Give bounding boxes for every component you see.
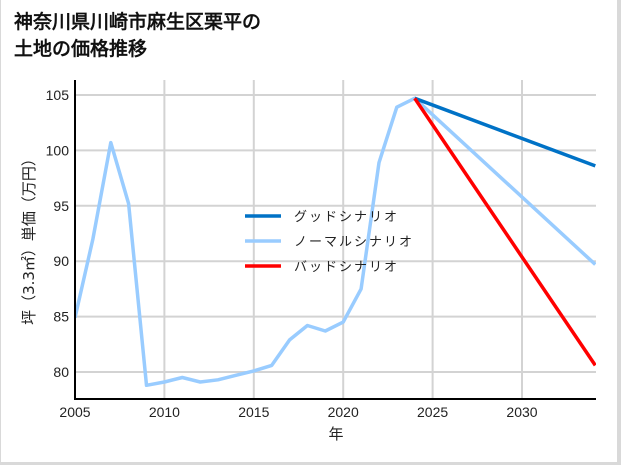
y-tick-label: 105 [46, 87, 70, 103]
chart-title: 神奈川県川崎市麻生区栗平の 土地の価格推移 [14, 9, 414, 63]
x-tick-label: 2025 [417, 404, 448, 420]
y-tick-label: 85 [53, 309, 69, 325]
title-line-1: 神奈川県川崎市麻生区栗平の [14, 11, 262, 33]
y-tick-label: 95 [53, 198, 69, 214]
x-tick-label: 2010 [149, 404, 180, 420]
y-axis-label: 坪（3.3㎡）単価（万円） [20, 151, 38, 325]
y-tick-label: 90 [53, 253, 69, 269]
x-tick-label: 2030 [506, 404, 537, 420]
series-line [414, 96, 596, 168]
x-tick-label: 2005 [59, 404, 90, 420]
legend-label: ノーマルシナリオ [294, 235, 414, 250]
y-tick-label: 100 [46, 142, 70, 158]
title-line-2: 土地の価格推移 [14, 38, 148, 60]
x-tick-label: 2020 [328, 404, 359, 420]
data-series [75, 96, 596, 388]
y-tick-label: 80 [53, 364, 69, 380]
x-tick-label: 2015 [238, 404, 269, 420]
x-axis-label: 年 [328, 425, 343, 443]
tick-labels: 2005 2010 2015 2020 2025 2030 80 85 90 95 100 105 [46, 87, 538, 420]
series-line [75, 96, 596, 388]
gridlines [74, 80, 596, 399]
axes [74, 80, 596, 400]
legend-label: グッドシナリオ [294, 210, 399, 225]
legend-label: バッドシナリオ [294, 260, 399, 275]
series-line [413, 97, 596, 367]
